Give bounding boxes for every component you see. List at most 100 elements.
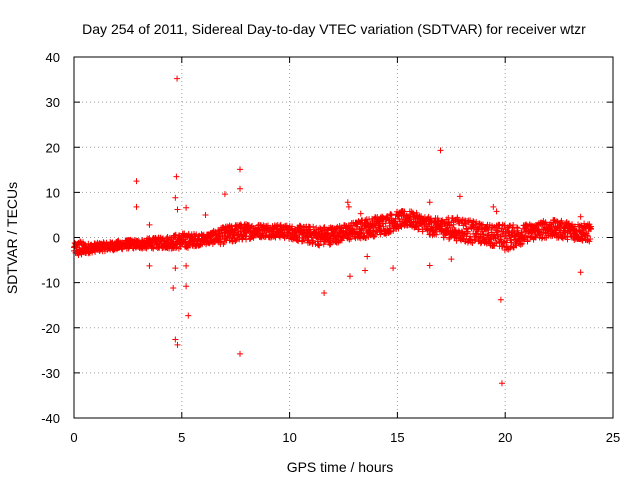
data-point xyxy=(557,225,564,232)
data-point xyxy=(299,238,306,245)
data-point xyxy=(538,235,545,242)
outlier-point xyxy=(173,173,180,180)
x-tick-label: 15 xyxy=(390,430,404,445)
data-point xyxy=(513,224,520,231)
x-axis-label: GPS time / hours xyxy=(287,459,394,475)
outlier-point xyxy=(133,178,140,185)
x-tick-label: 25 xyxy=(606,430,620,445)
outlier-point xyxy=(174,206,181,213)
data-point xyxy=(179,239,186,246)
y-tick-label: 30 xyxy=(46,95,60,110)
outlier-point xyxy=(174,341,181,348)
data-point xyxy=(185,230,192,237)
outlier-point xyxy=(185,312,192,319)
data-point xyxy=(472,236,479,243)
data-point xyxy=(338,224,345,231)
data-point xyxy=(398,223,405,230)
outlier-point xyxy=(346,273,353,280)
y-tick-label: 10 xyxy=(46,185,60,200)
data-point xyxy=(504,235,511,242)
y-tick-label: 0 xyxy=(53,231,60,246)
data-point xyxy=(495,225,502,232)
data-point xyxy=(436,222,443,229)
data-point xyxy=(479,222,486,229)
outlier-point xyxy=(146,221,153,228)
data-point xyxy=(454,214,461,221)
data-point xyxy=(433,231,440,238)
x-tick-label: 10 xyxy=(282,430,296,445)
data-point xyxy=(387,211,394,218)
axis-ticks: 0 5 10 15 20 25 -40 -30 -20 -10 0 10 20 30 40 xyxy=(41,50,620,445)
data-point xyxy=(446,235,453,242)
data-point xyxy=(514,225,521,232)
outlier-point xyxy=(426,262,433,269)
data-points xyxy=(71,75,594,387)
data-point xyxy=(470,218,477,225)
data-point xyxy=(320,241,327,248)
data-point xyxy=(421,220,428,227)
outlier-point xyxy=(183,283,190,290)
outlier-point xyxy=(456,193,463,200)
outlier-point xyxy=(133,203,140,210)
outlier-point xyxy=(364,253,371,260)
data-point xyxy=(316,242,323,249)
data-point xyxy=(587,236,594,243)
outlier-point xyxy=(490,203,497,210)
data-point xyxy=(331,229,338,236)
outlier-point xyxy=(448,256,455,263)
outlier-point xyxy=(321,290,328,297)
outlier-point xyxy=(172,194,179,201)
outlier-point xyxy=(498,380,505,387)
outlier-point xyxy=(362,267,369,274)
outlier-point xyxy=(437,147,444,154)
data-point xyxy=(172,231,179,238)
data-point xyxy=(289,223,296,230)
outlier-point xyxy=(170,285,177,292)
x-tick-label: 5 xyxy=(178,430,185,445)
data-point xyxy=(464,228,471,235)
outlier-point xyxy=(493,208,500,215)
data-point xyxy=(307,224,314,231)
data-point xyxy=(517,241,524,248)
data-point xyxy=(473,230,480,237)
x-tick-label: 20 xyxy=(498,430,512,445)
outlier-point xyxy=(577,269,584,276)
y-tick-label: -40 xyxy=(41,411,60,426)
data-point xyxy=(426,231,433,238)
data-point xyxy=(232,238,239,245)
y-tick-label: -10 xyxy=(41,276,60,291)
data-point xyxy=(380,223,387,230)
y-tick-label: 40 xyxy=(46,50,60,65)
data-point xyxy=(494,231,501,238)
data-point xyxy=(579,235,586,242)
data-point xyxy=(434,215,441,222)
data-point xyxy=(509,224,516,231)
y-tick-label: -30 xyxy=(41,366,60,381)
outlier-point xyxy=(357,210,364,217)
outlier-point xyxy=(237,166,244,173)
outlier-point xyxy=(497,296,504,303)
outlier-point xyxy=(183,262,190,269)
data-point xyxy=(503,239,510,246)
data-point xyxy=(519,240,526,247)
data-point xyxy=(310,223,317,230)
data-point xyxy=(467,236,474,243)
data-point xyxy=(473,218,480,225)
y-axis-label: SDTVAR / TECUs xyxy=(4,182,20,294)
outlier-point xyxy=(146,262,153,269)
outlier-point xyxy=(426,199,433,206)
data-point xyxy=(392,215,399,222)
data-point xyxy=(479,231,486,238)
data-point xyxy=(491,242,498,249)
chart-title: Day 254 of 2011, Sidereal Day-to-day VTE… xyxy=(82,21,586,37)
outlier-point xyxy=(344,199,351,206)
data-point xyxy=(155,243,162,250)
data-point xyxy=(319,228,326,235)
outlier-point xyxy=(172,265,179,272)
x-tick-label: 0 xyxy=(70,430,77,445)
data-point xyxy=(401,208,408,215)
outlier-point xyxy=(174,75,181,82)
outlier-point xyxy=(390,265,397,272)
data-point xyxy=(553,227,560,234)
